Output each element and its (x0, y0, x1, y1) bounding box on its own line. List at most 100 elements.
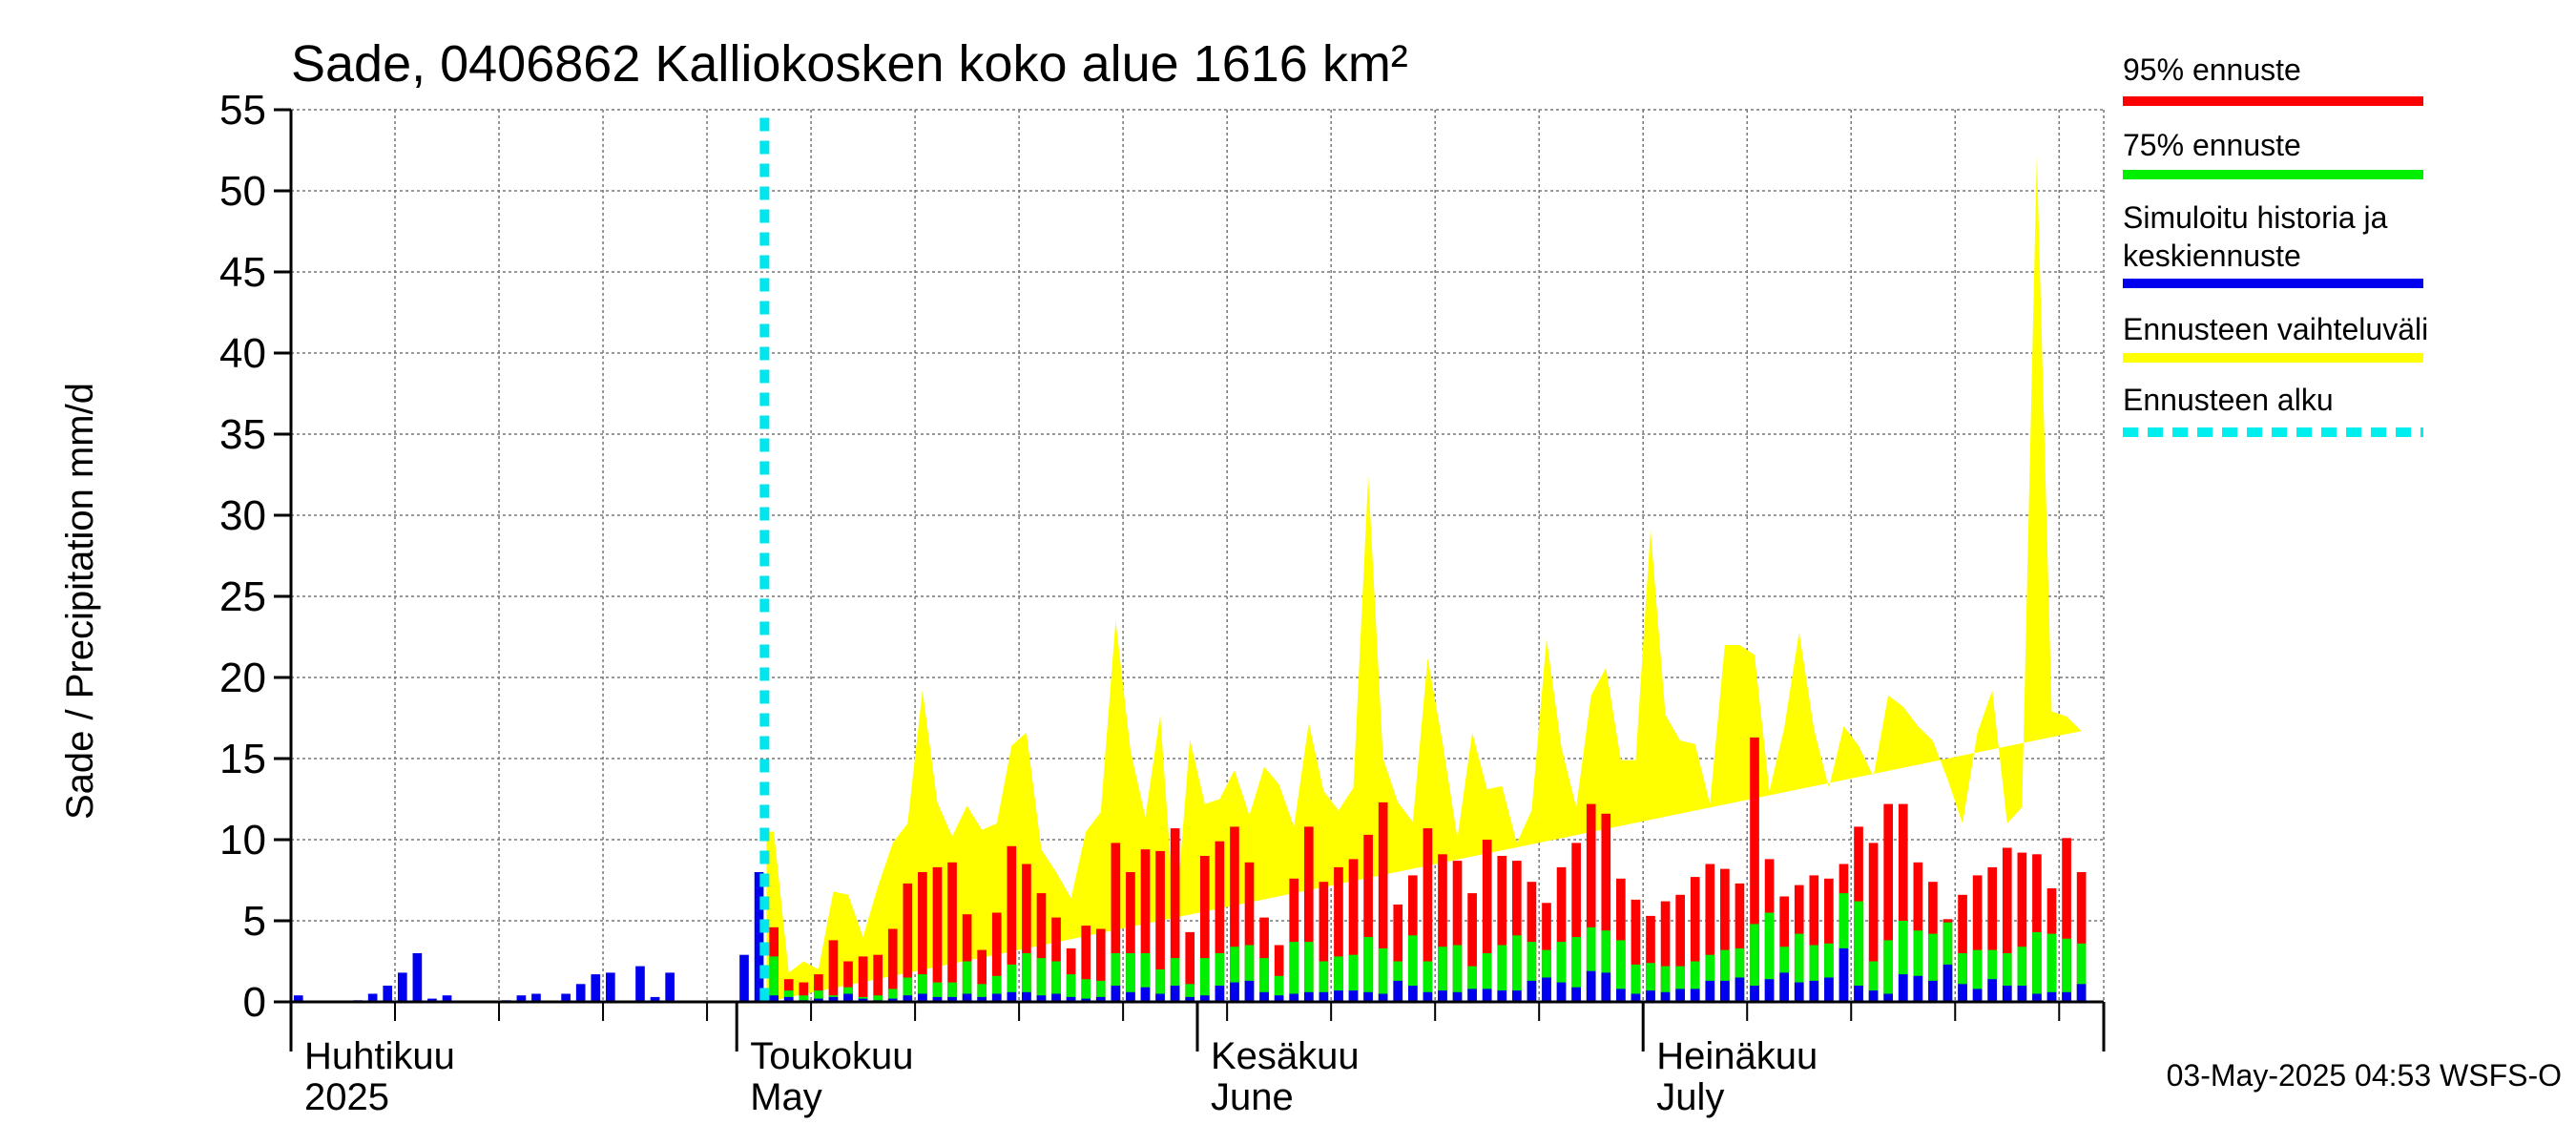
forecast-p95-bar (1319, 882, 1329, 1002)
forecast-p95-bar (1497, 856, 1507, 1002)
forecast-mean-bar (1571, 987, 1581, 1002)
forecast-mean-bar (2062, 991, 2071, 1002)
forecast-mean-bar (1794, 982, 1804, 1002)
history-bar (561, 993, 571, 1002)
forecast-p95-bar (947, 862, 957, 1002)
forecast-mean-bar (1854, 986, 1863, 1002)
history-bar (739, 954, 749, 1002)
forecast-p75-bar (1839, 893, 1849, 1002)
forecast-p75-bar (1407, 935, 1418, 1002)
x-month-label-fi: Heinäkuu (1656, 1035, 1818, 1077)
forecast-mean-bar (1839, 947, 1849, 1002)
forecast-p95-bar (991, 912, 1002, 1002)
history-bar (575, 984, 586, 1002)
forecast-p75-bar (1303, 942, 1314, 1002)
forecast-p95-bar (1898, 803, 1908, 1002)
forecast-p75-bar (1051, 961, 1061, 1002)
forecast-mean-bar (1438, 990, 1447, 1002)
forecast-p75-bar (1170, 958, 1180, 1002)
x-month-label-fi: Kesäkuu (1211, 1035, 1360, 1077)
forecast-p95-bar (1586, 803, 1596, 1002)
y-tick-label: 15 (219, 736, 266, 782)
forecast-p75-bar (1675, 966, 1685, 1002)
forecast-p95-bar (1735, 883, 1745, 1002)
forecast-mean-bar (1764, 979, 1775, 1002)
forecast-mean-bar (1066, 996, 1076, 1002)
forecast-mean-bar (1705, 980, 1715, 1002)
forecast-mean-bar (1215, 986, 1225, 1002)
forecast-p95-bar (1675, 894, 1685, 1002)
forecast-mean-bar (1512, 990, 1522, 1002)
forecast-p95-bar (1199, 856, 1210, 1002)
forecast-p75-bar (1348, 954, 1359, 1002)
forecast-p95-bar (1987, 866, 1998, 1002)
forecast-mean-bar (1393, 980, 1403, 1002)
forecast-mean-bar (1036, 995, 1047, 1002)
forecast-mean-bar (1303, 991, 1314, 1002)
forecast-p95-bar (1571, 843, 1581, 1002)
forecast-mean-bar (1972, 989, 1983, 1002)
forecast-mean-bar (1883, 993, 1894, 1002)
forecast-p75-bar (977, 984, 987, 1002)
forecast-mean-bar (977, 996, 987, 1002)
forecast-p95-bar (1824, 878, 1834, 1002)
forecast-p95-bar (1556, 866, 1567, 1002)
forecast-p95-bar (1720, 868, 1730, 1002)
forecast-mean-bar (1824, 977, 1834, 1002)
forecast-p95-bar (977, 949, 987, 1002)
forecast-p75-bar (1690, 961, 1700, 1002)
forecast-p75-bar (1942, 922, 1953, 1002)
forecast-p75-bar (1735, 947, 1745, 1002)
forecast-p75-bar (1764, 912, 1775, 1002)
forecast-p75-bar (2032, 931, 2042, 1002)
forecast-mean-bar (2017, 986, 2027, 1002)
history-bar (412, 953, 423, 1002)
forecast-mean-bar (962, 993, 972, 1002)
history-bar (442, 995, 452, 1002)
forecast-p75-bar (887, 989, 898, 1002)
forecast-mean-bar (1616, 989, 1626, 1002)
forecast-p75-bar (1095, 980, 1106, 1002)
forecast-p75-bar (1527, 942, 1537, 1002)
forecast-mean-bar (1140, 987, 1151, 1002)
history-bar (650, 996, 660, 1002)
forecast-p75-bar (1631, 964, 1641, 1002)
forecast-p95-bar (1631, 899, 1641, 1002)
forecast-mean-bar (1675, 989, 1685, 1002)
forecast-p75-bar (1036, 958, 1047, 1002)
forecast-p95-bar (1452, 861, 1463, 1002)
forecast-p95-bar (1051, 917, 1061, 1002)
history-bar (367, 993, 378, 1002)
forecast-mean-bar (1319, 991, 1329, 1002)
forecast-mean-bar (1348, 990, 1359, 1002)
y-tick-label: 35 (219, 411, 266, 458)
forecast-p95-bar (1170, 828, 1180, 1002)
forecast-p95-bar (1274, 945, 1284, 1002)
forecast-p95-bar (2062, 838, 2071, 1002)
footer-timestamp: 03-May-2025 04:53 WSFS-O (2167, 1058, 2562, 1093)
forecast-mean-bar (1155, 993, 1165, 1002)
forecast-p95-bar (1646, 915, 1655, 1002)
forecast-p95-bar (1378, 802, 1388, 1002)
forecast-p95-bar (799, 982, 809, 1002)
forecast-mean-bar (1898, 974, 1908, 1002)
forecast-p95-bar (1007, 845, 1017, 1002)
forecast-p95-bar (1467, 893, 1477, 1002)
forecast-mean-bar (1259, 991, 1269, 1002)
forecast-mean-bar (1913, 975, 1923, 1002)
forecast-p75-bar (1987, 949, 1998, 1002)
forecast-mean-bar (843, 993, 853, 1002)
forecast-p75-bar (873, 995, 883, 1002)
forecast-p75-bar (1423, 961, 1433, 1002)
forecast-p95-bar (1230, 826, 1239, 1002)
forecast-mean-bar (1586, 970, 1596, 1002)
forecast-p75-bar (1363, 937, 1373, 1002)
forecast-p95-bar (2017, 852, 2027, 1002)
forecast-p75-bar (947, 982, 957, 1002)
forecast-p95-bar (1334, 866, 1343, 1002)
forecast-p75-bar (1646, 963, 1655, 1002)
forecast-p95-bar (932, 866, 943, 1002)
forecast-p75-bar (1126, 953, 1135, 1002)
forecast-p95-bar (2076, 872, 2087, 1002)
